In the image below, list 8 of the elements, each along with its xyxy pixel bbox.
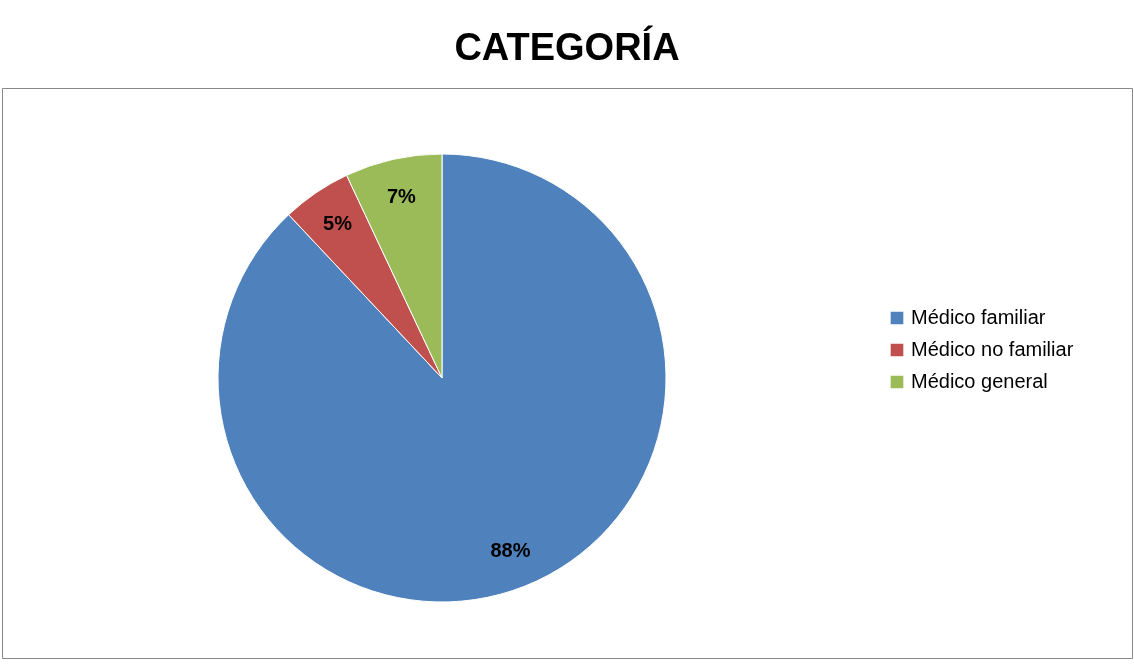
data-label: 5% [323, 212, 353, 235]
chart-title: CATEGORÍA [454, 25, 680, 68]
pie-slice [217, 153, 667, 603]
data-label: 88% [490, 538, 531, 561]
legend-label: Médico no familiar [911, 338, 1074, 360]
data-label: 7% [386, 184, 417, 207]
legend-label: Médico general [911, 370, 1048, 392]
legend-label: Médico familiar [911, 306, 1046, 328]
